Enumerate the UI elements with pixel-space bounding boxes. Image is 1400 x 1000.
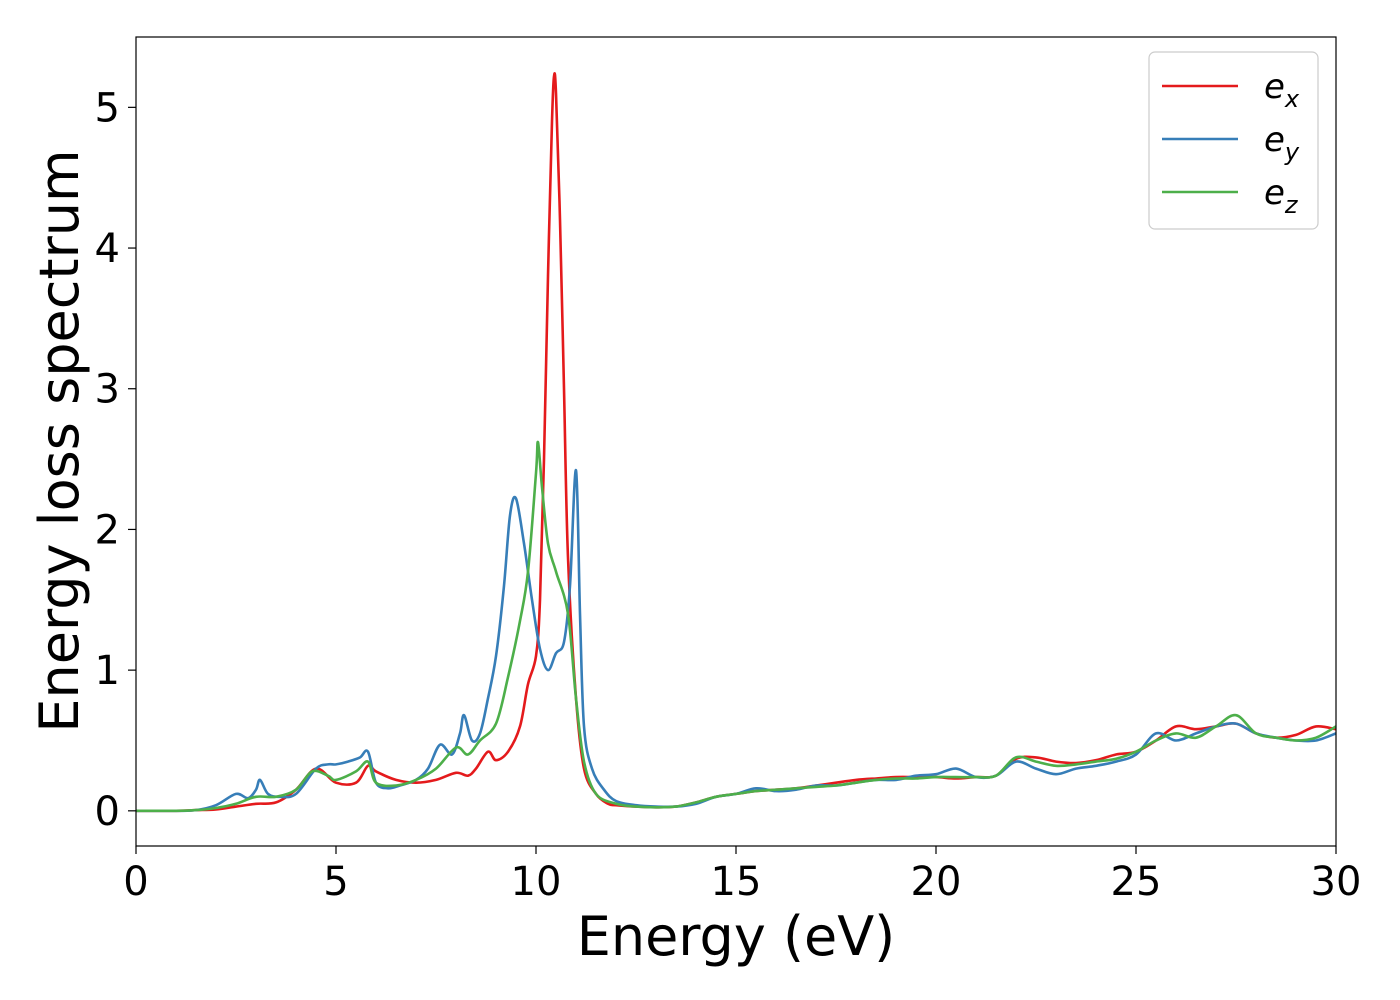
x-tick-label: 5 bbox=[323, 859, 348, 905]
axis-ticks: 0 5 10 15 20 25 30 0 1 2 3 4 5 bbox=[95, 85, 1362, 905]
x-tick-label: 20 bbox=[911, 859, 962, 905]
y-tick-label: 2 bbox=[95, 507, 120, 553]
y-axis-title: Energy loss spectrum bbox=[28, 149, 91, 732]
x-tick-label: 15 bbox=[711, 859, 762, 905]
y-tick-label: 4 bbox=[95, 226, 120, 272]
y-tick-label: 3 bbox=[95, 367, 120, 413]
series-line-ex bbox=[135, 72, 1337, 813]
legend-box bbox=[1148, 51, 1319, 230]
x-tick-label: 10 bbox=[511, 859, 562, 905]
x-axis-title: Energy (eV) bbox=[577, 905, 896, 968]
series-line-ey bbox=[135, 468, 1337, 813]
legend-label-ex: ex bbox=[1264, 67, 1300, 113]
x-tick-label: 30 bbox=[1311, 859, 1362, 905]
x-tick-label: 25 bbox=[1111, 859, 1162, 905]
y-tick-label: 0 bbox=[95, 789, 120, 835]
y-tick-label: 5 bbox=[95, 85, 120, 131]
plot-series bbox=[135, 72, 1337, 813]
y-tick-label: 1 bbox=[95, 648, 120, 694]
series-line-ez bbox=[135, 440, 1337, 813]
x-tick-label: 0 bbox=[123, 859, 148, 905]
